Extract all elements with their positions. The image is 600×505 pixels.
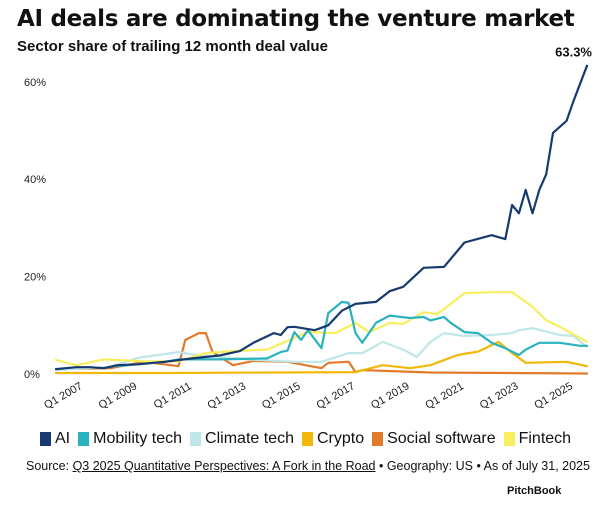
legend-item: Social software <box>372 430 496 448</box>
y-tick-label: 60% <box>24 77 46 89</box>
legend: AI Mobility tech Climate tech Crypto Social … <box>40 430 571 448</box>
x-tick-label: Q1 2017 <box>314 380 357 411</box>
series-line-ai <box>54 64 589 371</box>
legend-label: Social software <box>387 430 496 447</box>
source-link[interactable]: Q3 2025 Quantitative Perspectives: A For… <box>72 459 376 473</box>
source-suffix: • Geography: US • As of July 31, 2025 <box>375 459 590 473</box>
brand-logo: PitchBook <box>507 485 562 497</box>
x-tick-label: Q1 2007 <box>42 380 85 411</box>
series-line-mobility-tech <box>109 300 589 368</box>
legend-item: AI <box>40 430 70 448</box>
x-tick-label: Q1 2009 <box>97 380 140 411</box>
legend-item: Fintech <box>503 430 572 448</box>
x-tick-label: Q1 2021 <box>423 380 466 411</box>
x-tick-label: Q1 2023 <box>478 380 521 411</box>
source-prefix: Source: <box>26 459 73 473</box>
y-tick-label: 20% <box>24 272 46 284</box>
x-tick-label: Q1 2015 <box>260 380 303 411</box>
x-tick-label: Q1 2019 <box>369 380 412 411</box>
chart-title: AI deals are dominating the venture mark… <box>17 6 575 32</box>
legend-label: Crypto <box>316 430 365 447</box>
legend-label: Mobility tech <box>93 430 183 447</box>
legend-item: Mobility tech <box>78 430 182 448</box>
series-line-social-software <box>54 332 589 375</box>
x-tick-label: Q1 2025 <box>532 380 575 411</box>
legend-swatch <box>190 432 202 446</box>
data-label: 63.3% <box>555 45 592 60</box>
legend-label: AI <box>55 430 71 447</box>
legend-label: Fintech <box>518 430 572 447</box>
source-note: Source: Q3 2025 Quantitative Perspective… <box>26 459 590 473</box>
series-line-climate-tech <box>54 327 589 372</box>
legend-item: Climate tech <box>190 430 294 448</box>
chart-subtitle: Sector share of trailing 12 month deal v… <box>17 38 328 55</box>
series-line-crypto <box>54 340 589 375</box>
y-tick-label: 40% <box>24 174 46 186</box>
x-tick-label: Q1 2011 <box>152 380 194 411</box>
legend-item: Crypto <box>301 430 365 448</box>
x-tick-label: Q1 2013 <box>206 380 249 411</box>
y-tick-label: 0% <box>24 369 40 381</box>
legend-swatch <box>301 432 313 446</box>
legend-label: Climate tech <box>205 430 294 447</box>
legend-swatch <box>372 432 384 446</box>
legend-swatch <box>503 432 515 446</box>
legend-swatch <box>78 432 90 446</box>
line-chart: 0% 20% 40% 60% Q1 2007 Q1 2009 Q1 2011 Q1 2013 Q… <box>24 45 592 412</box>
legend-swatch <box>40 432 51 446</box>
